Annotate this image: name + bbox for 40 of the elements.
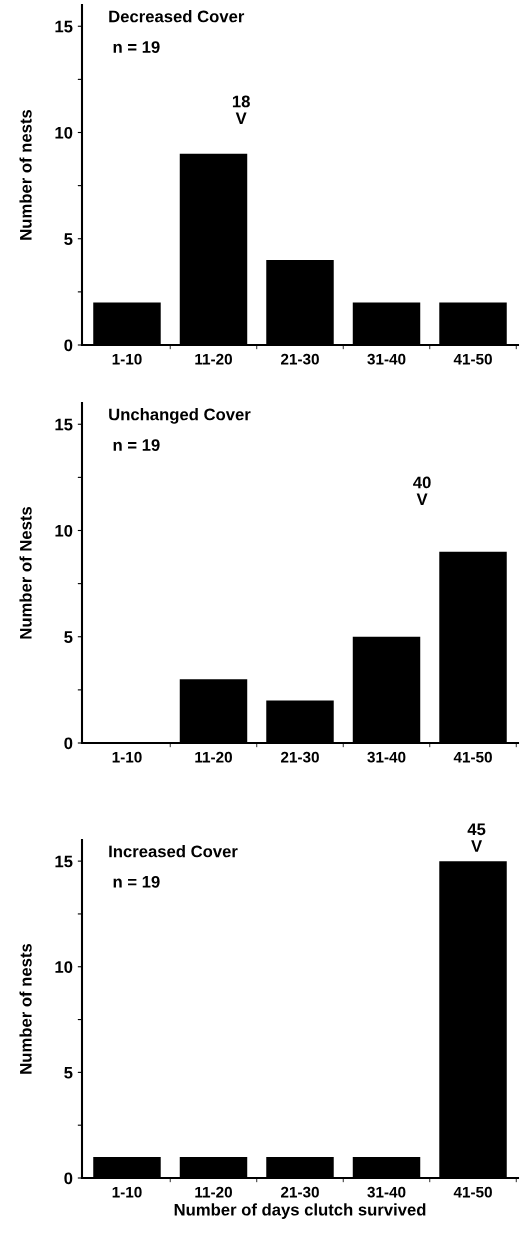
y-tick-label: 5 [64,1066,73,1079]
y-tick-label: 15 [55,418,73,431]
chart-title: Decreased Cover [109,10,245,23]
y-axis-title: Number of nests [19,109,32,240]
y-tick-label: 15 [55,20,73,33]
x-tick-label: 21-30 [280,353,319,365]
annotation: 40 V [413,476,431,505]
x-tick-label: 41-50 [453,353,492,365]
annotation: 45 V [467,823,486,852]
y-axis-title: Number of nests [19,943,32,1074]
x-tick-label: 11-20 [195,1186,232,1198]
y-tick-label: 15 [55,855,73,868]
y-tick-label: 5 [64,233,73,245]
y-tick-label: 0 [64,339,73,352]
x-tick-label: 41-50 [453,751,492,763]
chart-title: Increased Cover [109,845,238,858]
x-tick-label: 31-40 [367,1186,406,1198]
y-tick-label: 0 [64,737,73,750]
x-tick-label: 11-20 [195,353,232,365]
annotation: 18 V [232,95,250,124]
y-tick-label: 10 [55,961,73,973]
y-tick-label: 10 [55,524,73,537]
x-axis-title: Number of days clutch survived [174,1203,426,1219]
x-tick-label: 31-40 [367,751,406,763]
y-tick-label: 5 [64,631,73,643]
y-tick-label: 10 [55,126,73,139]
x-tick-label: 1-10 [112,353,142,365]
x-tick-label: 31-40 [367,353,406,365]
x-tick-label: 1-10 [112,751,142,763]
x-tick-label: 41-50 [453,1186,492,1198]
text: n = 19 [113,439,160,451]
x-tick-label: 21-30 [280,1186,319,1198]
text: n = 19 [113,875,160,888]
y-tick-label: 0 [64,1172,73,1185]
text: n = 19 [113,41,160,53]
x-tick-label: 11-20 [195,751,232,763]
y-axis-title: Number of Nests [19,507,32,639]
chart-title: Unchanged Cover [109,408,251,424]
x-tick-label: 1-10 [112,1186,142,1198]
x-tick-label: 21-30 [280,751,319,763]
